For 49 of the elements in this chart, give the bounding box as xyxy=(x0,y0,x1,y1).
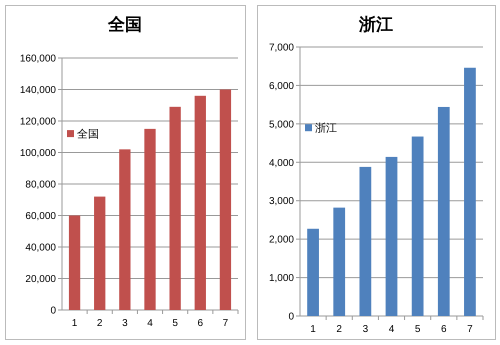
y-tick-label: 40,000 xyxy=(25,242,56,254)
y-tick-label: 100,000 xyxy=(20,148,56,159)
bar xyxy=(438,106,450,316)
bar xyxy=(94,196,106,310)
x-tick-label: 2 xyxy=(336,324,342,335)
bar xyxy=(144,128,156,310)
x-tick-label: 4 xyxy=(388,324,395,335)
y-tick-label: 60,000 xyxy=(25,211,56,222)
x-tick-label: 6 xyxy=(441,324,448,335)
x-tick-label: 2 xyxy=(96,318,103,329)
y-tick-label: 3,000 xyxy=(268,196,294,208)
legend-label: 全国 xyxy=(77,128,99,141)
chart-title: 全国 xyxy=(107,15,142,34)
legend-label: 浙江 xyxy=(315,122,337,135)
bar xyxy=(333,208,346,316)
y-tick-label: 4,000 xyxy=(268,158,294,169)
y-tick-label: 0 xyxy=(50,306,56,316)
x-tick-label: 4 xyxy=(147,318,154,329)
x-tick-label: 1 xyxy=(72,318,78,329)
y-tick-label: 20,000 xyxy=(25,274,56,285)
bar xyxy=(169,106,181,310)
bar xyxy=(307,228,319,316)
y-tick-label: 6,000 xyxy=(268,80,294,92)
y-tick-label: 0 xyxy=(288,312,294,322)
y-tick-label: 1,000 xyxy=(268,273,294,284)
y-tick-label: 120,000 xyxy=(20,116,56,128)
bar xyxy=(119,149,131,310)
y-tick-label: 5,000 xyxy=(268,119,294,130)
x-tick-label: 7 xyxy=(222,318,229,329)
bar xyxy=(386,156,398,316)
bar xyxy=(412,136,424,316)
y-tick-label: 7,000 xyxy=(268,42,294,54)
y-tick-label: 140,000 xyxy=(20,85,56,96)
x-tick-label: 7 xyxy=(467,324,474,335)
bar xyxy=(359,166,372,316)
bar xyxy=(464,68,476,316)
bar xyxy=(68,216,80,310)
x-tick-label: 6 xyxy=(198,318,204,329)
bar xyxy=(220,90,232,310)
y-tick-label: 2,000 xyxy=(268,234,294,246)
bar xyxy=(194,96,206,310)
chart-title: 浙江 xyxy=(358,15,393,34)
x-tick-label: 1 xyxy=(310,324,316,335)
x-tick-label: 3 xyxy=(122,318,128,329)
x-tick-label: 5 xyxy=(414,324,421,335)
y-tick-label: 160,000 xyxy=(20,54,56,64)
x-tick-label: 3 xyxy=(362,324,369,335)
y-tick-label: 80,000 xyxy=(25,180,56,190)
x-tick-label: 5 xyxy=(172,318,178,329)
